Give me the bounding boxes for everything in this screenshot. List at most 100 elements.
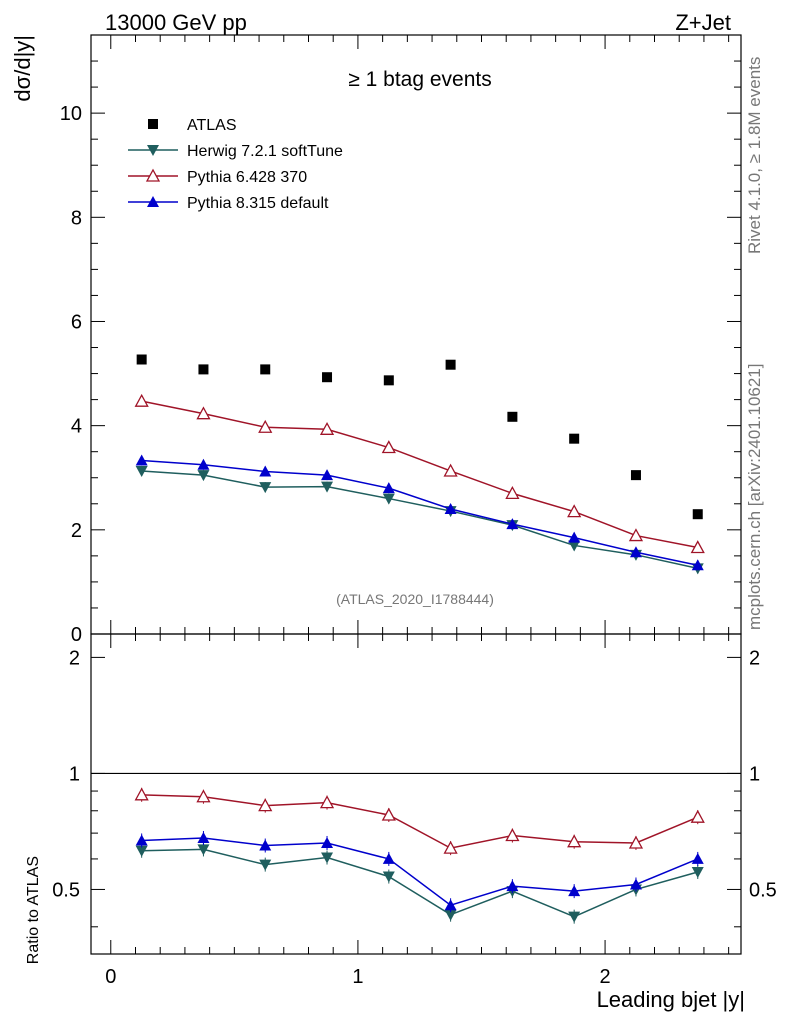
data-point-pythia-6-428-370 [381, 440, 396, 454]
ratio-point-pythia-6-428-370 [628, 835, 644, 849]
data-point-herwig-7-2-1-softtune [197, 470, 210, 482]
data-point-pythia-6-428-370 [567, 504, 582, 518]
ratio-point-pythia-6-428-370 [134, 787, 149, 801]
data-point-pythia-8-315-default [259, 465, 272, 477]
ratio-point-pythia-6-428-370 [443, 840, 458, 854]
ratio-series-group [134, 787, 705, 924]
data-point-pythia-6-428-370 [196, 406, 211, 420]
ratio-tick-label-right: 2 [749, 647, 760, 669]
main-series-group [134, 354, 705, 575]
data-point-pythia-6-428-370 [443, 463, 458, 477]
ratio-point-pythia-6-428-370 [690, 809, 705, 823]
data-point-atlas [507, 411, 518, 422]
data-point-pythia-8-315-default [506, 518, 519, 530]
data-point-pythia-8-315-default [135, 454, 148, 466]
y-tick-label: 8 [71, 207, 82, 229]
ratio-line-pythia-6-428-370 [141, 794, 699, 849]
data-point-pythia-8-315-default [197, 458, 210, 470]
ratio-point-pythia-6-428-370 [567, 834, 582, 848]
ratio-tick-label-left: 2 [69, 647, 80, 669]
data-point-pythia-6-428-370 [690, 540, 705, 554]
ratio-point-herwig-7-2-1-softtune [568, 911, 581, 923]
ratio-series-pythia-8-315-default [135, 830, 704, 913]
legend-item-herwig: Herwig 7.2.1 softTune [128, 143, 343, 160]
series-line-pythia-8-315-default [141, 459, 698, 566]
legend-marker [145, 168, 161, 182]
ratio-point-pythia-8-315-default [382, 852, 395, 864]
data-point-pythia-6-428-370 [628, 528, 644, 542]
ratio-point-pythia-6-428-370 [505, 828, 520, 842]
data-point-pythia-6-428-370 [505, 486, 520, 500]
y-tick-label: 4 [71, 416, 82, 438]
data-point-pythia-8-315-default [629, 546, 642, 558]
ratio-point-pythia-6-428-370 [196, 789, 211, 803]
data-point-pythia-8-315-default [321, 469, 334, 481]
series-pythia-6-428-370 [134, 393, 705, 554]
header-right-title: Z+Jet [675, 10, 731, 35]
axis-ticks [91, 34, 741, 954]
ratio-point-herwig-7-2-1-softtune [321, 852, 334, 864]
ratio-point-herwig-7-2-1-softtune [135, 845, 148, 857]
data-point-pythia-6-428-370 [258, 419, 273, 433]
data-point-atlas [445, 359, 456, 370]
legend-label-herwig: Herwig 7.2.1 softTune [187, 143, 343, 160]
ratio-point-pythia-8-315-default [629, 878, 642, 890]
ratio-tick-label-left: 1 [69, 763, 80, 785]
ratio-line-pythia-8-315-default [141, 837, 699, 907]
ratio-point-herwig-7-2-1-softtune [259, 859, 272, 871]
series-line-pythia-6-428-370 [141, 400, 698, 549]
ratio-series-herwig-7-2-1-softtune [135, 842, 704, 924]
data-point-pythia-8-315-default [382, 482, 395, 494]
legend-item-atlas: ATLAS [148, 117, 237, 134]
legend-label-atlas: ATLAS [187, 117, 237, 134]
legend-label-pythia8: Pythia 8.315 default [187, 195, 329, 212]
legend-marker [147, 196, 159, 207]
x-tick-label: 2 [600, 966, 611, 988]
data-point-herwig-7-2-1-softtune [259, 482, 272, 494]
ratio-point-pythia-8-315-default [568, 885, 581, 897]
ratio-point-pythia-8-315-default [444, 899, 457, 911]
analysis-label: (ATLAS_2020_I1788444) [336, 591, 494, 607]
ratio-series-pythia-6-428-370 [134, 787, 705, 856]
legend-item-pythia6: Pythia 6.428 370 [128, 168, 307, 186]
ratio-plot-frame [90, 633, 742, 955]
legend-marker [148, 119, 158, 129]
ratio-point-pythia-8-315-default [259, 839, 272, 851]
ratio-point-herwig-7-2-1-softtune [444, 909, 457, 921]
header-left-title: 13000 GeV pp [105, 10, 247, 35]
data-point-pythia-8-315-default [444, 502, 457, 514]
data-point-atlas [569, 433, 580, 444]
legend-item-pythia8: Pythia 8.315 default [128, 195, 329, 212]
series-atlas [136, 354, 703, 520]
series-herwig-7-2-1-softtune [135, 465, 704, 575]
ratio-point-pythia-6-428-370 [319, 795, 335, 809]
ratio-tick-label-right: 0.5 [749, 879, 777, 901]
ratio-point-pythia-8-315-default [135, 834, 148, 846]
y-tick-label: 2 [71, 520, 82, 542]
ratio-tick-label-right: 1 [749, 763, 760, 785]
x-axis-title: Leading bjet |y| [597, 987, 745, 1012]
ratio-point-pythia-8-315-default [691, 852, 704, 864]
legend-marker [147, 145, 159, 156]
x-tick-label: 0 [105, 966, 116, 988]
ratio-point-herwig-7-2-1-softtune [691, 866, 704, 878]
mcplots-label: mcplots.cern.ch [arXiv:2401.10621] [745, 364, 764, 630]
ratio-point-herwig-7-2-1-softtune [197, 844, 210, 856]
ratio-point-pythia-8-315-default [197, 831, 210, 843]
data-point-herwig-7-2-1-softtune [321, 481, 334, 493]
ratio-point-pythia-6-428-370 [381, 807, 396, 821]
y-tick-label: 0 [71, 624, 82, 646]
data-point-herwig-7-2-1-softtune [382, 493, 395, 505]
y-tick-label: 10 [60, 103, 82, 125]
data-point-atlas [322, 372, 333, 383]
y-tick-label: 6 [71, 311, 82, 333]
data-point-pythia-6-428-370 [319, 421, 335, 435]
ratio-point-pythia-6-428-370 [258, 798, 273, 812]
y-axis-title: dσ/d|y| [10, 35, 35, 102]
data-point-atlas [198, 364, 209, 375]
data-point-herwig-7-2-1-softtune [135, 465, 148, 477]
series-line-herwig-7-2-1-softtune [141, 470, 698, 570]
data-point-herwig-7-2-1-softtune [568, 540, 581, 552]
legend: ATLAS Herwig 7.2.1 softTune Pythia 6.428… [128, 117, 343, 212]
